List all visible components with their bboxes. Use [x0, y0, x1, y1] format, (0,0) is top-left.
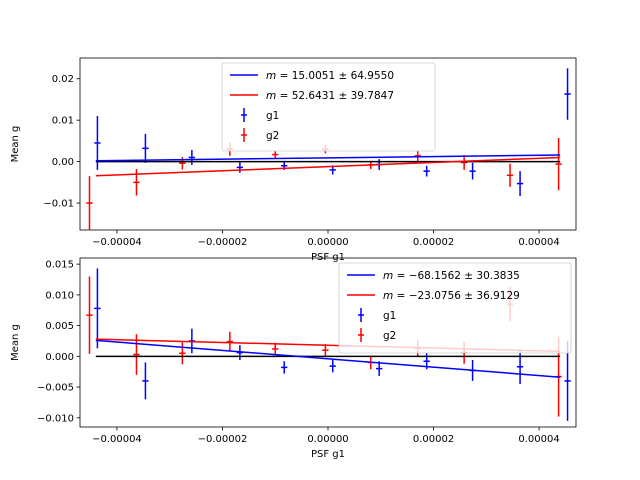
legend-label-symbol: m	[266, 70, 276, 82]
legend-box	[221, 62, 436, 152]
g1-fit-line	[95, 154, 561, 162]
y-tick-label: 0.01	[52, 116, 74, 127]
x-axis-label: PSF g1	[311, 252, 345, 263]
x-tick-label: 0.00002	[413, 237, 454, 248]
g1-fit-line	[95, 339, 561, 378]
y-tick-label: −0.005	[37, 383, 74, 394]
y-axis-label: Mean g	[10, 126, 21, 163]
top-panel: −0.00004 −0.00002 0.00000 0.00002 0.00004 −0.…	[10, 57, 577, 263]
legend-label: m = −68.1562 ± 30.3835	[383, 270, 520, 282]
x-axis-label: PSF g1	[311, 449, 345, 460]
legend-label-value: = 15.0051 ± 64.9550	[276, 70, 394, 82]
y-axis-label: Mean g	[10, 324, 21, 361]
x-tick-label: 0.00000	[307, 237, 348, 248]
legend-label: m = 15.0051 ± 64.9550	[266, 70, 394, 82]
legend-label: m = −23.0756 ± 36.9129	[383, 290, 520, 302]
legend-label: g2	[266, 130, 279, 142]
x-tick-label: 0.00000	[307, 434, 348, 445]
legend-label-value: = 52.6431 ± 39.7847	[276, 90, 394, 102]
legend-label-value: = −68.1562 ± 30.3835	[393, 270, 520, 282]
legend-label: g2	[383, 330, 396, 342]
legend-label: g1	[266, 110, 279, 122]
y-tick-label: −0.01	[43, 199, 74, 210]
x-tick-label: 0.00002	[413, 434, 454, 445]
y-tick-label: 0.015	[45, 260, 74, 271]
bottom-panel: −0.00004 −0.00002 0.00000 0.00002 0.00004 −0.…	[10, 257, 577, 460]
legend-label-symbol: m	[266, 90, 276, 102]
legend-label-symbol: m	[383, 290, 393, 302]
legend-box	[338, 262, 572, 354]
legend-label: m = 52.6431 ± 39.7847	[266, 90, 394, 102]
x-tick-label: 0.00004	[518, 237, 559, 248]
x-tick-label: −0.00004	[92, 237, 142, 248]
g2-fit-line	[95, 156, 561, 177]
legend-label-symbol: m	[383, 270, 393, 282]
series-g1	[94, 268, 571, 421]
y-tick-label: 0.02	[52, 74, 74, 85]
y-tick-label: −0.010	[37, 413, 74, 424]
x-tick-label: −0.00002	[198, 434, 248, 445]
x-tick-label: −0.00004	[92, 434, 142, 445]
x-tick-label: 0.00004	[518, 434, 559, 445]
y-tick-label: 0.00	[52, 157, 74, 168]
y-tick-label: 0.005	[45, 321, 74, 332]
x-tick-label: −0.00002	[198, 237, 248, 248]
legend-label: g1	[383, 310, 396, 322]
legend-label-value: = −23.0756 ± 36.9129	[393, 290, 520, 302]
y-tick-label: 0.010	[45, 290, 74, 301]
y-tick-label: 0.000	[45, 352, 74, 363]
